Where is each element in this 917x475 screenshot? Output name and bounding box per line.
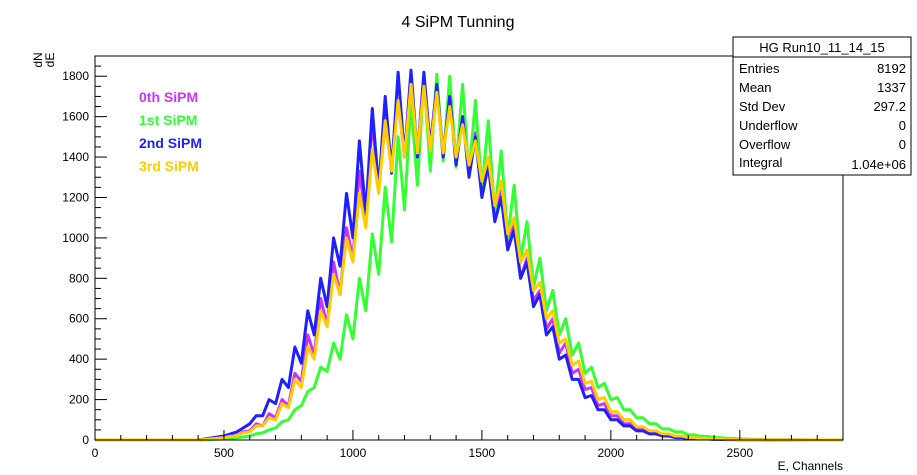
series-layer — [95, 68, 843, 442]
stats-box-frame — [732, 36, 912, 176]
y-tick-label: 600 — [69, 312, 89, 326]
legend-entry-1: 1st SiPM — [139, 112, 197, 128]
x-tick-label: 2500 — [726, 446, 753, 460]
y-tick-label: 1200 — [62, 190, 89, 204]
stats-label-underflow: Underflow — [739, 118, 798, 133]
y-axis-label: dN dE — [31, 52, 57, 67]
legend: 0th SiPM 1st SiPM 2nd SiPM 3rd SiPM — [139, 89, 202, 174]
legend-entry-3: 3rd SiPM — [139, 158, 199, 174]
x-tick-label: 2000 — [598, 446, 625, 460]
stats-value-integral: 1.04e+06 — [851, 157, 906, 172]
stats-value-entries: 8192 — [877, 61, 906, 76]
stats-value-overflow: 0 — [899, 137, 906, 152]
plot-frame — [94, 55, 844, 441]
series-line-0 — [95, 76, 843, 442]
y-tick-label: 200 — [69, 393, 89, 407]
stats-value-std-dev: 297.2 — [873, 99, 906, 114]
y-tick-label: 1000 — [62, 231, 89, 245]
x-axis-label: E, Channels — [778, 459, 843, 473]
legend-entry-2: 2nd SiPM — [139, 135, 202, 151]
y-tick-label: 1600 — [62, 110, 89, 124]
stats-label-overflow: Overflow — [739, 137, 791, 152]
series-line-2 — [95, 68, 843, 442]
stats-box: HG Run10_11_14_15 Entries 8192 Mean 1337… — [732, 36, 912, 176]
x-axis: 0 500 1000 1500 2000 2500 — [92, 430, 844, 460]
stats-box-title: HG Run10_11_14_15 — [759, 40, 885, 55]
stats-label-integral: Integral — [739, 155, 782, 170]
y-tick-label: 0 — [82, 433, 89, 447]
y-tick-label: 400 — [69, 352, 89, 366]
stats-value-mean: 1337 — [877, 80, 906, 95]
y-tick-label: 1400 — [62, 150, 89, 164]
y-axis: 0 200 400 600 800 1000 1200 1400 1600 1800 — [62, 55, 107, 447]
x-tick-label: 0 — [92, 446, 99, 460]
series-line-1 — [95, 72, 843, 442]
x-tick-label: 500 — [214, 446, 234, 460]
y-axis-label-numerator: dN — [31, 52, 45, 67]
chart-title: 4 SiPM Tunning — [402, 14, 515, 31]
series-line-3 — [95, 82, 843, 442]
legend-entry-0: 0th SiPM — [139, 89, 198, 105]
y-tick-label: 1800 — [62, 69, 89, 83]
stats-label-mean: Mean — [739, 80, 772, 95]
stats-label-std-dev: Std Dev — [739, 99, 786, 114]
x-tick-label: 1500 — [469, 446, 496, 460]
x-tick-label: 1000 — [340, 446, 367, 460]
y-tick-label: 800 — [69, 271, 89, 285]
y-axis-label-denominator: dE — [43, 53, 57, 68]
stats-label-entries: Entries — [739, 61, 780, 76]
stats-value-underflow: 0 — [899, 118, 906, 133]
